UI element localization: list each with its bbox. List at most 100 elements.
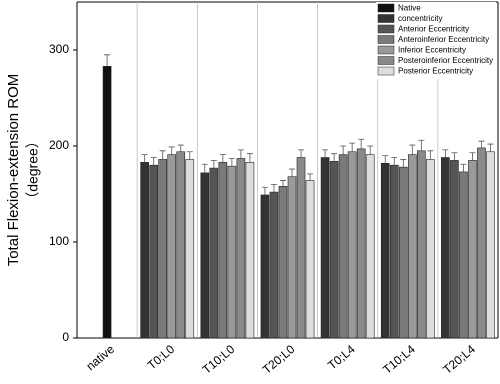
legend-label: Posterior Eccentricity	[398, 67, 473, 76]
error-bar	[279, 180, 286, 187]
bar	[278, 186, 288, 339]
bar	[468, 160, 477, 339]
x-tick-label: T10;L4	[380, 342, 418, 377]
error-bar	[307, 173, 314, 181]
error-bar	[349, 142, 356, 152]
error-bar	[382, 155, 389, 164]
bar	[236, 158, 246, 339]
bar	[269, 191, 279, 339]
error-bar	[418, 139, 425, 151]
bar	[389, 164, 399, 339]
legend-label: Inferior Eccentricity	[398, 46, 466, 55]
bar	[140, 162, 149, 339]
error-bar	[367, 145, 374, 155]
bar	[347, 151, 357, 339]
x-tick-label: T20;L4	[440, 342, 478, 377]
error-bar	[270, 184, 277, 193]
error-bar	[442, 149, 449, 158]
y-axis-label: （degree）	[25, 134, 41, 206]
legend-swatch	[377, 35, 395, 44]
bar	[320, 157, 330, 339]
error-bar	[409, 144, 416, 155]
y-tick-label: 300	[49, 42, 69, 56]
error-bar	[322, 149, 329, 158]
x-tick-label: T10;L0	[200, 342, 238, 377]
legend-label: Native	[398, 4, 421, 13]
error-bar	[487, 143, 494, 152]
error-bar	[159, 150, 166, 160]
error-bar	[358, 138, 365, 149]
error-bar	[228, 158, 235, 167]
bar	[486, 151, 495, 339]
error-bar	[331, 153, 338, 162]
bar	[158, 159, 168, 339]
error-bar	[237, 149, 244, 159]
error-bar	[340, 145, 347, 155]
bar	[329, 161, 339, 339]
bar	[149, 164, 158, 339]
bar	[218, 162, 228, 339]
x-tick-label: native	[84, 342, 118, 374]
error-bar	[219, 154, 226, 163]
bar	[296, 157, 306, 339]
error-bar	[391, 157, 398, 166]
error-bar	[246, 153, 253, 163]
bar	[459, 171, 468, 339]
error-bar	[469, 152, 476, 161]
error-bar	[186, 151, 193, 160]
y-tick-label: 100	[49, 234, 69, 248]
y-axis-label: Total Flexion-extension ROM	[5, 74, 22, 267]
bar	[338, 154, 348, 339]
bar	[287, 176, 297, 339]
legend-label: concentricity	[398, 14, 442, 23]
bar	[365, 154, 375, 339]
y-tick-label: 0	[62, 330, 69, 344]
legend-swatch	[377, 14, 395, 23]
error-bar	[177, 144, 184, 152]
error-bar	[261, 186, 268, 195]
x-tick-label: T0;L0	[145, 342, 178, 373]
legend-swatch	[377, 3, 395, 13]
error-bar	[150, 157, 157, 166]
bar	[477, 147, 486, 339]
error-bar	[451, 152, 458, 161]
y-tick-label: 200	[49, 138, 69, 152]
bar	[441, 157, 450, 339]
error-bar	[201, 163, 208, 173]
error-bar	[104, 54, 111, 67]
x-tick-label: T20;L0	[260, 342, 298, 377]
error-bar	[478, 140, 485, 148]
legend-swatch	[377, 56, 395, 65]
bar	[245, 162, 255, 339]
bar	[102, 66, 112, 339]
error-bar	[141, 154, 148, 163]
error-bar	[400, 159, 407, 168]
legend-label: Anteroinferior Eccentricity	[398, 35, 489, 44]
bar	[417, 150, 426, 339]
bar	[200, 172, 210, 339]
x-tick-label: T0;L4	[325, 342, 358, 373]
legend-swatch	[377, 24, 395, 34]
bar	[176, 151, 186, 339]
bar	[209, 167, 219, 339]
bar	[356, 148, 366, 339]
legend-box	[376, 2, 496, 80]
error-bar	[210, 160, 217, 169]
bar	[380, 162, 390, 339]
bar	[398, 166, 408, 339]
error-bar	[289, 168, 296, 177]
legend-label: Posteroinferior Eccentricity	[398, 56, 493, 65]
error-bar	[298, 149, 305, 158]
legend-swatch	[377, 45, 395, 55]
bar	[450, 160, 459, 339]
legend-swatch	[377, 66, 395, 76]
bar	[426, 159, 435, 339]
error-bar	[168, 146, 175, 155]
bar	[260, 194, 270, 339]
bar	[167, 154, 177, 339]
bar	[305, 180, 315, 339]
bar	[407, 154, 417, 339]
error-bar	[427, 150, 434, 160]
legend-label: Anterior Eccentricity	[398, 25, 469, 34]
